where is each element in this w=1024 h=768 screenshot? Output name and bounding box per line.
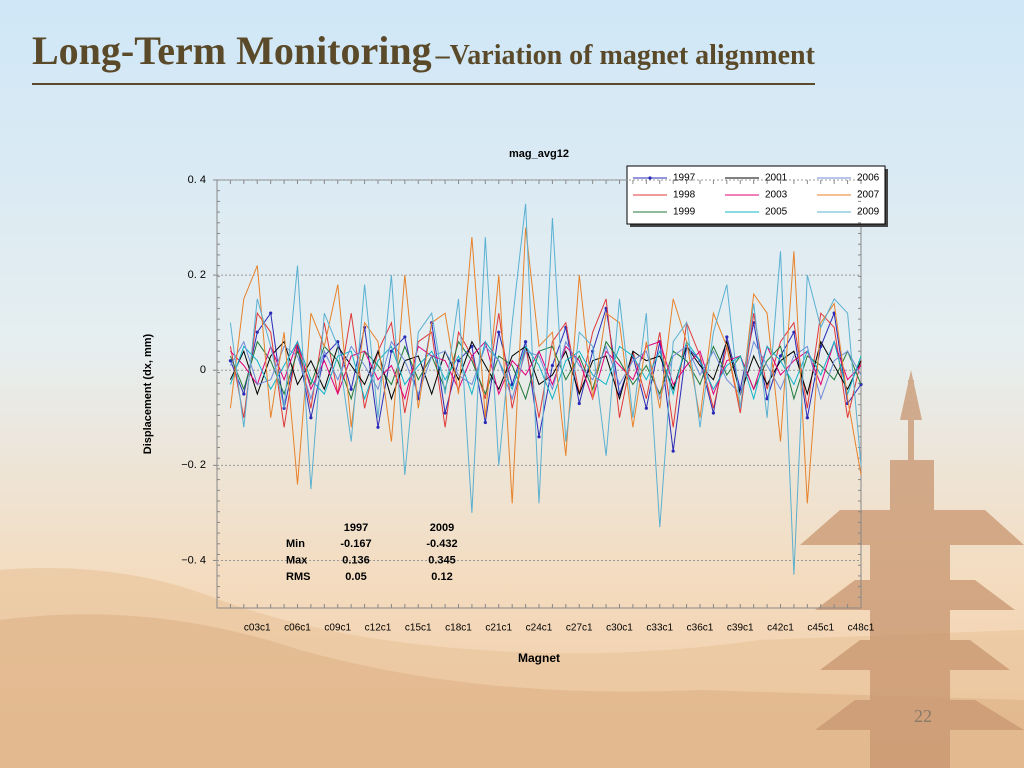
x-tick-label: c12c1 [365, 623, 392, 634]
series-line [229, 340, 862, 401]
series-marker [255, 330, 259, 334]
series-marker [497, 330, 501, 334]
y-tick-label: 0 [200, 364, 206, 376]
series-marker [483, 420, 487, 425]
series-line [229, 203, 862, 575]
series-marker [376, 425, 380, 429]
series-line [229, 227, 862, 504]
y-tick-label: 0. 2 [188, 269, 206, 281]
slide-title: Long-Term Monitoring –Variation of magne… [32, 28, 815, 85]
series-marker [242, 392, 246, 396]
x-tick-label: c27c1 [566, 623, 593, 634]
y-tick-label: −0. 4 [181, 554, 206, 566]
series-marker [228, 359, 233, 363]
stats-value: 0.05 [345, 571, 366, 583]
series-marker [470, 344, 474, 349]
legend-label: 2006 [857, 173, 880, 184]
series-marker [389, 349, 394, 353]
stats-value: 0.12 [431, 571, 452, 583]
series-marker [550, 363, 555, 368]
x-axis-label: Magnet [518, 651, 560, 665]
legend-marker [648, 176, 652, 180]
stats-value: -0.167 [340, 538, 371, 550]
series-marker [805, 416, 809, 420]
y-tick-label: −0. 2 [181, 459, 206, 471]
legend-label: 2003 [765, 190, 788, 201]
series-marker [765, 397, 769, 401]
stats-value: 0.345 [428, 554, 456, 566]
stats-value: 0.136 [342, 554, 370, 566]
y-tick-label: 0. 4 [188, 174, 206, 186]
series-marker [644, 406, 648, 410]
series-line [229, 339, 862, 401]
series-marker [523, 340, 528, 344]
x-tick-label: c15c1 [405, 623, 432, 634]
series-marker [403, 335, 407, 339]
title-main: Long-Term Monitoring [32, 28, 432, 73]
stats-row-label: Max [286, 554, 308, 566]
series-line [229, 340, 862, 401]
stats-row-label: RMS [286, 571, 310, 583]
series-marker [537, 435, 541, 439]
series-line [229, 340, 862, 401]
y-axis-label: Displacement (dx, mm) [142, 333, 154, 454]
x-tick-label: c42c1 [767, 623, 794, 634]
stats-header: 2009 [430, 522, 454, 534]
page-number: 22 [914, 706, 932, 726]
legend-label: 1997 [673, 173, 696, 184]
x-tick-label: c18c1 [445, 623, 472, 634]
x-tick-label: c03c1 [244, 623, 271, 634]
series-marker [577, 401, 581, 406]
title-sub: –Variation of magnet alignment [435, 40, 815, 71]
series-line [229, 308, 862, 452]
series-marker [443, 411, 447, 415]
series-marker [336, 340, 340, 344]
x-tick-label: c21c1 [485, 623, 512, 634]
legend-label: 2007 [857, 190, 880, 201]
x-tick-label: c36c1 [687, 623, 714, 634]
x-tick-label: c30c1 [606, 623, 633, 634]
series-marker [309, 416, 313, 420]
legend-label: 2001 [765, 173, 788, 184]
x-tick-label: c39c1 [727, 623, 754, 634]
series-marker [711, 411, 716, 415]
x-tick-label: c33c1 [646, 623, 673, 634]
x-tick-label: c06c1 [284, 623, 311, 634]
stats-header: 1997 [344, 522, 368, 534]
legend-label: 1998 [673, 190, 696, 201]
series-marker [349, 387, 353, 391]
stats-row-label: Min [286, 538, 305, 550]
legend-label: 2005 [765, 207, 788, 218]
legend-label: 1999 [673, 207, 696, 218]
series-marker [725, 335, 729, 339]
x-tick-label: c24c1 [526, 623, 553, 634]
series-marker [671, 449, 675, 453]
series-marker [792, 330, 796, 334]
series-marker [269, 311, 273, 315]
legend-label: 2009 [857, 207, 880, 218]
series-marker [456, 359, 461, 363]
x-tick-label: c48c1 [848, 623, 875, 634]
x-tick-label: c45c1 [807, 623, 834, 634]
series-marker [778, 354, 783, 358]
chart-title: mag_avg12 [509, 148, 569, 160]
stats-value: -0.432 [426, 538, 457, 550]
x-tick-label: c09c1 [324, 623, 351, 634]
